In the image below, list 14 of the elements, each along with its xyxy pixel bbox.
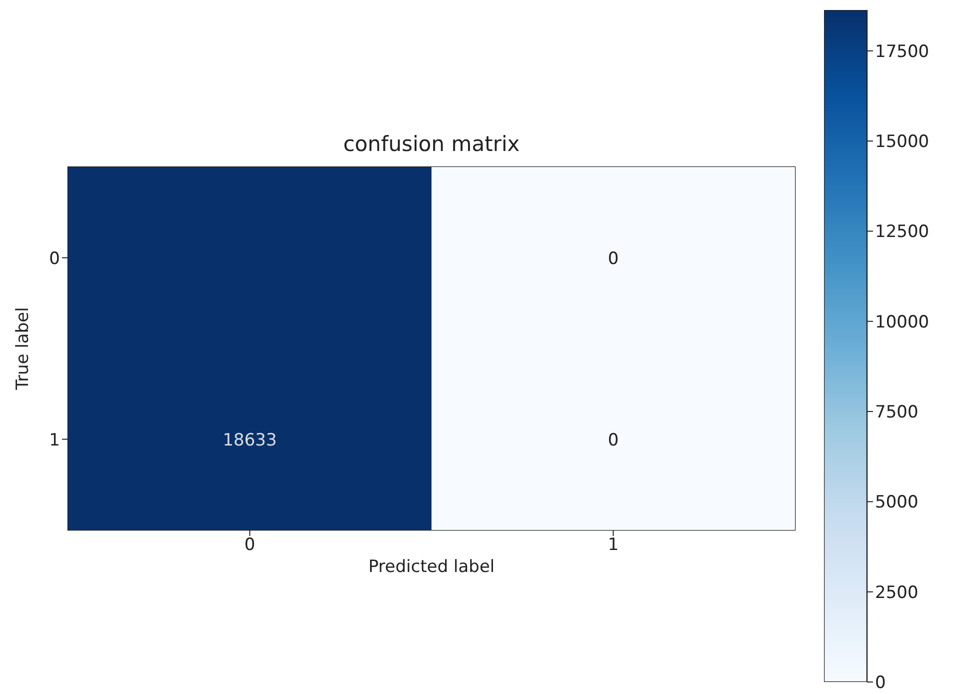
x-axis-title: Predicted label (368, 557, 495, 577)
chart-title: confusion matrix (342, 132, 521, 156)
data-label: 18633 (222, 430, 277, 450)
color-bar-label: 0 (875, 673, 886, 694)
color-bar-label: 15000 (875, 132, 930, 152)
y-axis-title: True label (13, 307, 34, 391)
data-label: 0 (608, 430, 619, 450)
color-bar-label: 12500 (875, 222, 930, 242)
color-bar-label: 10000 (875, 312, 930, 332)
color-bar-label: 2500 (875, 582, 918, 603)
color-bar-label: 5000 (875, 492, 918, 513)
color-bar-label: 17500 (875, 42, 930, 62)
data-label: 0 (608, 248, 619, 269)
color-bar-label: 7500 (875, 402, 918, 423)
